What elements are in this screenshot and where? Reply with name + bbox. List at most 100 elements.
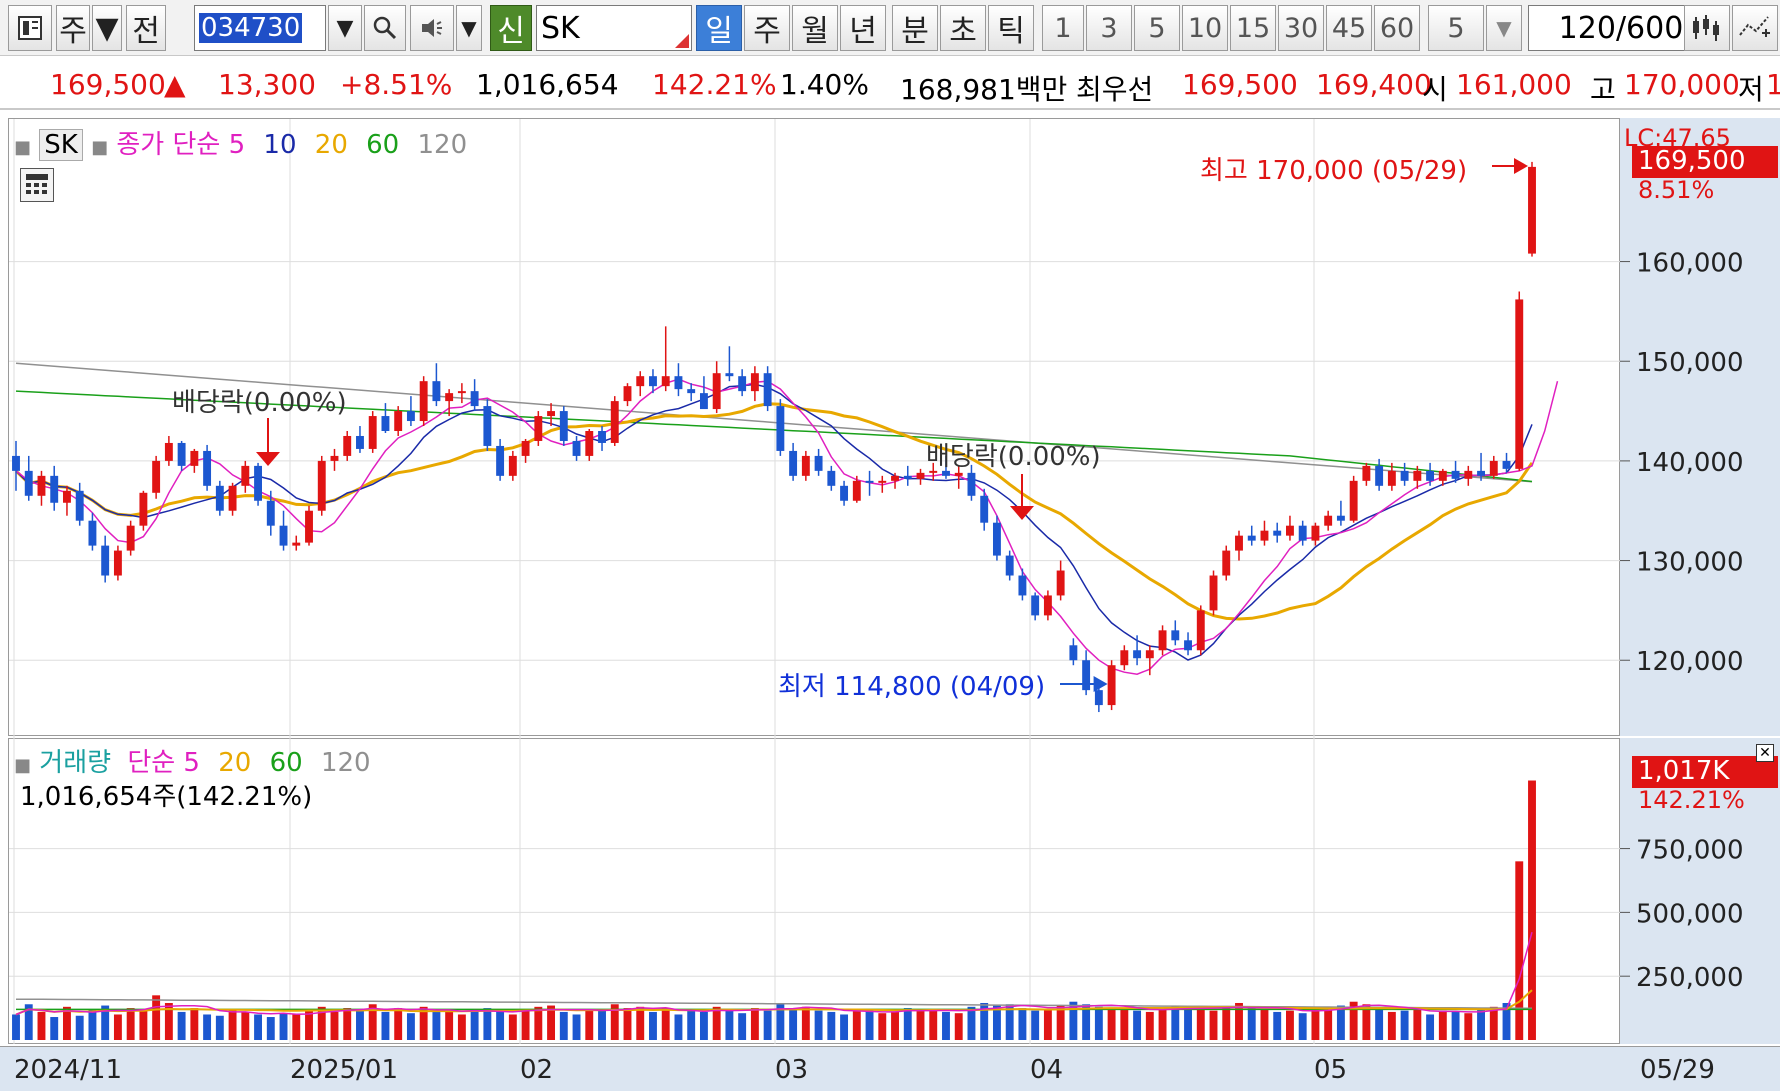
dividend-annotation-2: 배당락(0.00%) xyxy=(926,442,1101,472)
volume-bar xyxy=(394,1008,403,1040)
candle-body xyxy=(1387,470,1396,486)
interval-dropdown-icon[interactable]: ▼ xyxy=(1486,5,1522,51)
candle-body xyxy=(1426,470,1435,481)
price-tick-label: 160,000 xyxy=(1636,249,1744,279)
chart-settings-icon[interactable] xyxy=(8,5,52,51)
candle-body xyxy=(687,389,696,394)
prev-button[interactable]: 전 xyxy=(126,5,166,51)
volume-bar xyxy=(368,1004,377,1040)
candle-body xyxy=(88,520,97,546)
volume-bar xyxy=(1107,1008,1116,1040)
type-dropdown-icon[interactable]: ▼ xyxy=(92,5,122,51)
volume-info: 1,016,654주(142.21%) xyxy=(20,782,313,812)
volume-bar xyxy=(1273,1011,1282,1040)
volume-bar xyxy=(457,1014,466,1040)
search-icon[interactable] xyxy=(364,5,406,51)
minute-45-button[interactable]: 45 xyxy=(1326,5,1372,51)
volume-bar xyxy=(636,1006,645,1040)
candle-body xyxy=(292,542,301,546)
minute-1-button[interactable]: 1 xyxy=(1042,5,1084,51)
volume-bar xyxy=(1413,1009,1422,1040)
stock-name-field[interactable]: SK xyxy=(536,5,692,51)
volume-bar xyxy=(1336,1005,1345,1040)
speaker-dropdown-icon[interactable]: ▼ xyxy=(456,5,482,51)
volume-bar xyxy=(763,1010,772,1040)
type-selector[interactable]: 주 xyxy=(56,5,90,51)
volume-bar xyxy=(750,1008,759,1040)
volume-bar xyxy=(432,1009,441,1040)
candle-body xyxy=(75,490,84,521)
candle-body xyxy=(1413,470,1422,481)
speaker-icon[interactable] xyxy=(410,5,454,51)
volume-bar xyxy=(1196,1009,1205,1040)
volume-axis xyxy=(1620,738,1780,1044)
stock-code-input[interactable]: 034730 xyxy=(194,5,326,51)
volume-bar xyxy=(508,1014,517,1040)
price-change: 13,300 xyxy=(218,68,316,101)
volume-chart-panel[interactable] xyxy=(8,738,1620,1044)
minute-15-button[interactable]: 15 xyxy=(1230,5,1276,51)
candle-body xyxy=(852,480,861,501)
interval-value-field[interactable]: 5 xyxy=(1428,5,1484,51)
volume-close-icon[interactable]: ✕ xyxy=(1756,744,1774,762)
calculator-icon[interactable] xyxy=(20,168,54,202)
period-day-button[interactable]: 일 xyxy=(696,5,742,51)
candle-body xyxy=(763,373,772,407)
low-price-clipped: 1 xyxy=(1766,68,1780,101)
volume-bar xyxy=(610,1004,619,1040)
high-price: 170,000 xyxy=(1624,68,1740,101)
interval-second-button[interactable]: 초 xyxy=(940,5,986,51)
candle-body xyxy=(1438,470,1447,481)
interval-minute-button[interactable]: 분 xyxy=(892,5,938,51)
minute-5-button[interactable]: 5 xyxy=(1134,5,1180,51)
volume-bar xyxy=(496,1011,505,1040)
interval-tick-button[interactable]: 틱 xyxy=(988,5,1034,51)
candle-body xyxy=(1489,460,1498,476)
ma60-line xyxy=(15,390,1533,483)
volume-bar xyxy=(992,1005,1001,1040)
code-dropdown-icon[interactable]: ▼ xyxy=(328,5,362,51)
volume-bar xyxy=(419,1006,428,1040)
candle-body xyxy=(903,475,912,479)
candle-body xyxy=(496,445,505,476)
candle-type-icon[interactable] xyxy=(1684,5,1730,51)
last-price-pct: 8.51% xyxy=(1638,176,1715,204)
minute-10-button[interactable]: 10 xyxy=(1182,5,1228,51)
count-field[interactable]: 120/600 xyxy=(1528,5,1714,51)
candle-body xyxy=(1120,650,1129,666)
period-month-button[interactable]: 월 xyxy=(792,5,838,51)
date-tick-label: 03 xyxy=(775,1055,808,1085)
candle-body xyxy=(661,376,670,387)
minute-3-button[interactable]: 3 xyxy=(1086,5,1132,51)
volume-bar xyxy=(1043,1009,1052,1040)
volume-bar xyxy=(1018,1008,1027,1040)
candle-body xyxy=(508,455,517,476)
candle-body xyxy=(1400,470,1409,481)
new-button[interactable]: 신 xyxy=(490,5,532,51)
ask-price: 169,500 xyxy=(1182,68,1298,101)
candle-body xyxy=(1184,640,1192,651)
candle-body xyxy=(623,386,632,402)
volume-bar xyxy=(241,1011,250,1040)
volume-bar xyxy=(228,1009,237,1040)
candle-body xyxy=(1107,665,1116,706)
dividend-annotation-1: 배당락(0.00%) xyxy=(172,388,347,418)
line-type-icon[interactable] xyxy=(1732,5,1778,51)
count-value: 120 xyxy=(1558,10,1616,46)
legend-ma20: 20 xyxy=(314,130,348,160)
minute-60-button[interactable]: 60 xyxy=(1374,5,1420,51)
minute-30-button[interactable]: 30 xyxy=(1278,5,1324,51)
open-label: 시 xyxy=(1422,73,1448,106)
candle-body xyxy=(203,450,212,486)
volume-bar xyxy=(1515,861,1524,1040)
volume-bar xyxy=(1120,1009,1129,1040)
candle-body xyxy=(1018,575,1027,596)
date-tick-label: 04 xyxy=(1030,1055,1063,1085)
period-week-button[interactable]: 주 xyxy=(744,5,790,51)
period-year-button[interactable]: 년 xyxy=(840,5,886,51)
legend-name[interactable]: SK xyxy=(39,129,83,161)
candle-body xyxy=(1286,525,1294,536)
candle-body xyxy=(1209,575,1218,611)
volume-bar xyxy=(699,1011,708,1040)
candle-body xyxy=(598,431,606,443)
